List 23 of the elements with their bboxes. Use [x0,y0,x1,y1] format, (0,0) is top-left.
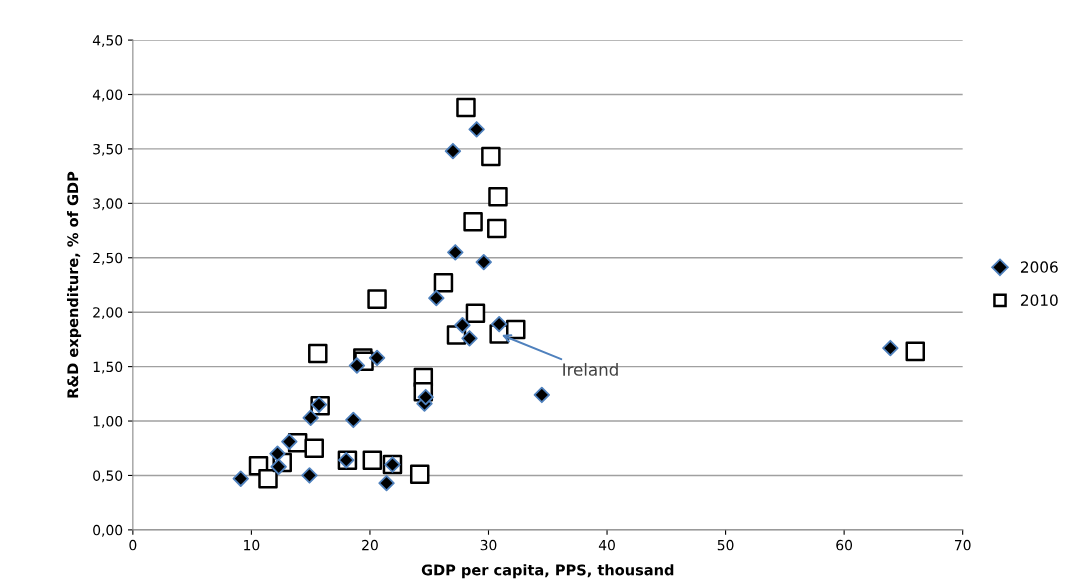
x-axis-title: GDP per capita, PPS, thousand [421,564,674,579]
y-tick-label: 3,00 [93,198,123,211]
y-tick-label: 2,00 [93,307,123,320]
y-tick-label: 3,50 [93,143,123,156]
y-tick-label: 1,00 [93,416,123,428]
x-tick-label: 0 [129,539,137,551]
annotation: Ireland [563,362,618,376]
legend-label: 2006 [1020,261,1058,273]
x-tick-label: 50 [717,539,734,551]
y-tick-label: 0,50 [93,470,123,483]
x-tick-label: 20 [362,539,378,551]
y-axis-title: R&D expenditure, % of GDP [66,171,82,398]
y-tick-label: 1,50 [93,361,123,374]
x-tick-label: 30 [480,539,497,551]
x-tick-label: 60 [836,539,853,551]
x-tick-label: 70 [954,539,971,551]
legend-label: 2010 [1020,294,1058,306]
y-tick-label: 4,00 [92,89,123,102]
y-tick-label: 0,00 [93,524,123,537]
x-tick-label: 10 [244,539,260,551]
x-tick-label: 40 [598,539,615,551]
y-tick-label: 4,50 [92,35,123,47]
y-tick-label: 2,50 [93,252,123,265]
